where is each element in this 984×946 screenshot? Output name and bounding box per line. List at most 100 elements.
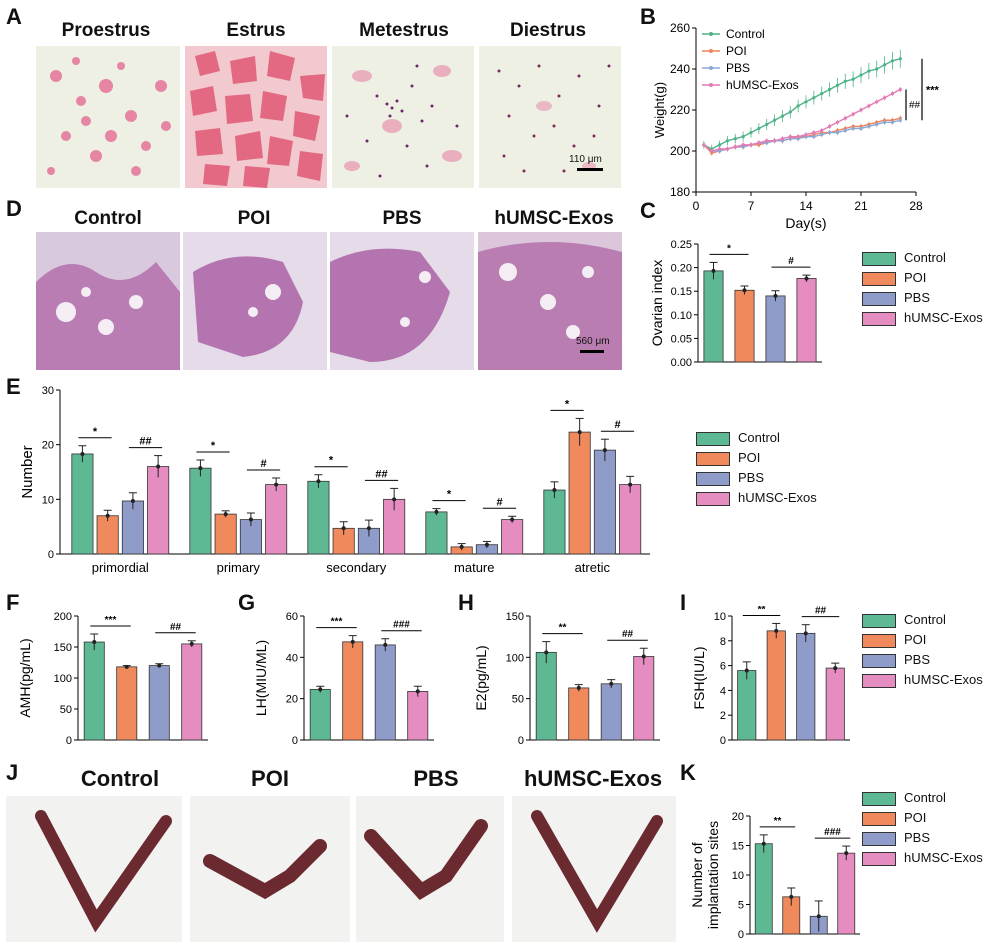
- data-point: [749, 143, 753, 147]
- data-point: [577, 430, 582, 435]
- y-tick-label: 0: [720, 735, 726, 747]
- legend-swatch: [862, 851, 896, 866]
- panel-g-lh-chart: 0 20 40 60 *** ### LH(MIU/ML): [253, 611, 434, 747]
- significance-label: ##: [622, 629, 634, 640]
- estrus-smear-image: [185, 46, 327, 188]
- pbs-uterus-photo: [356, 796, 504, 942]
- data-point: [875, 67, 879, 71]
- data-point: [851, 126, 855, 131]
- x-tick-label: primordial: [92, 560, 149, 575]
- poi-uterus: [203, 839, 327, 900]
- data-point: [189, 641, 194, 646]
- legend-c-pbs: PBS: [862, 290, 930, 306]
- data-point: [788, 135, 792, 139]
- bar-control: [737, 670, 757, 741]
- legend-label: POI: [726, 44, 747, 58]
- y-tick-label: 10: [732, 870, 744, 882]
- data-point: [383, 642, 388, 647]
- legend-label: Control: [726, 27, 765, 41]
- legend-swatch: [696, 491, 730, 506]
- panel-j-title-poi: POI: [251, 766, 289, 791]
- significance-label: #: [614, 419, 620, 431]
- data-point: [851, 77, 855, 81]
- panel-label-k: K: [680, 760, 696, 785]
- bar-pbs: [374, 644, 396, 741]
- data-point: [552, 488, 557, 493]
- y-tick-label: 30: [42, 385, 54, 397]
- panel-d-scale-bar: [580, 350, 604, 353]
- data-point: [248, 517, 253, 522]
- data-point: [350, 639, 355, 644]
- data-point: [318, 687, 323, 692]
- bar-pbs: [796, 632, 816, 741]
- panel-b-weight-chart: 180 200 220 240 260 0 7 14 21 28 Day(s) Weight(g) Co…: [652, 21, 940, 231]
- data-point: [796, 104, 800, 108]
- bar-poi: [116, 666, 138, 741]
- y-tick-label: 220: [670, 103, 690, 117]
- y-tick-label: 0: [738, 929, 744, 941]
- data-point: [717, 147, 722, 151]
- y-tick-label: 20: [42, 440, 54, 452]
- data-point: [92, 640, 97, 645]
- legend-k-poi: POI: [862, 810, 926, 826]
- legend-swatch: [862, 311, 896, 326]
- significance-label: ***: [331, 617, 343, 628]
- data-point: [816, 914, 821, 919]
- legend-label: hUMSC-Exos: [904, 850, 983, 865]
- data-point: [744, 668, 749, 673]
- data-point: [788, 110, 792, 114]
- panel-label-b: B: [640, 4, 656, 29]
- legend-swatch: [862, 633, 896, 648]
- data-point: [741, 143, 745, 147]
- bar-humsc-exos: [837, 852, 856, 935]
- data-point: [827, 87, 832, 92]
- data-point: [890, 120, 895, 124]
- bar-poi: [766, 630, 786, 741]
- y-tick-label: 40: [286, 652, 298, 664]
- y-tick-label: 5: [738, 900, 744, 912]
- data-point: [757, 126, 761, 131]
- data-point: [820, 128, 824, 133]
- significance-label: ##: [909, 100, 921, 111]
- legend-label: PBS: [726, 61, 750, 75]
- significance-label: **: [774, 816, 782, 827]
- data-point: [804, 276, 809, 281]
- legend-marker: [709, 66, 713, 70]
- x-tick-label: secondary: [326, 560, 386, 575]
- pbs-ovary-histology: [330, 232, 474, 370]
- data-point: [804, 133, 808, 137]
- bar-pbs: [148, 665, 170, 741]
- panel-label-h: H: [458, 590, 474, 615]
- bar-secondary-control: [307, 480, 330, 555]
- data-point: [796, 135, 800, 139]
- panel-k-implantation-chart: 0 5 10 15 20 ** ### Number ofimplantation sites: [690, 811, 860, 941]
- data-point: [576, 685, 581, 690]
- estrus-cells: [190, 51, 325, 188]
- data-point: [835, 130, 840, 135]
- data-point: [392, 497, 397, 502]
- y-tick-label: 200: [54, 611, 72, 623]
- bar-pbs: [600, 683, 622, 741]
- x-tick-label: atretic: [575, 560, 611, 575]
- y-axis-label: FSH(IU/L): [691, 647, 707, 710]
- legend-marker: [709, 32, 713, 36]
- control-ovary-histology: [36, 232, 180, 370]
- data-point: [761, 841, 766, 846]
- control-uterus-photo: [6, 796, 182, 942]
- legend-label: hUMSC-Exos: [904, 310, 983, 325]
- data-point: [820, 133, 824, 137]
- y-tick-label: 0: [518, 735, 524, 747]
- legend-swatch: [696, 471, 730, 486]
- legend-swatch: [862, 831, 896, 846]
- panel-d-title-exos: hUMSC-Exos: [494, 208, 614, 229]
- data-point: [628, 482, 633, 487]
- legend-label: Control: [738, 430, 780, 445]
- data-point: [772, 139, 777, 143]
- exos-uterus: [531, 810, 663, 933]
- data-point: [741, 135, 745, 139]
- legend-e-exos: hUMSC-Exos: [696, 490, 817, 506]
- bar-atretic-control: [543, 489, 566, 555]
- data-point: [733, 137, 737, 141]
- legend-e-control: Control: [696, 430, 780, 446]
- data-point: [898, 118, 902, 122]
